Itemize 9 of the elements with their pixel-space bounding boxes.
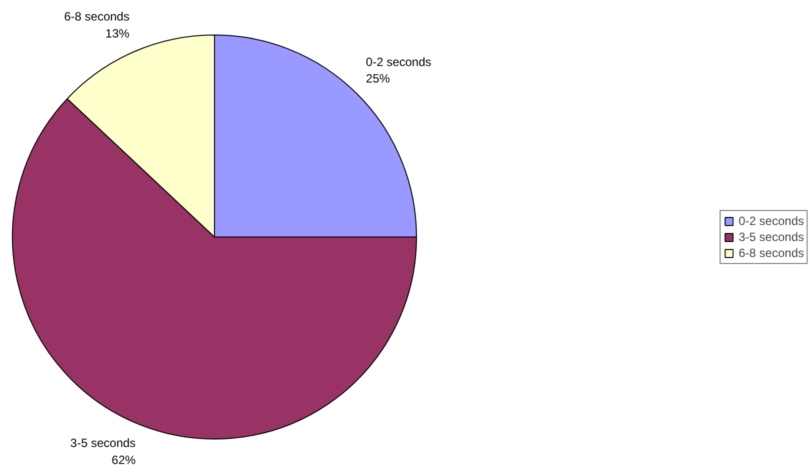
legend-label: 0-2 seconds [738, 214, 804, 228]
data-label: 13% [105, 26, 130, 40]
slice-label: 3-5 seconds [70, 436, 136, 450]
data-label: 62% [112, 452, 136, 467]
slice-label: 6-8 seconds [64, 10, 130, 24]
data-label: 25% [366, 72, 390, 86]
legend-label: 3-5 seconds [738, 230, 804, 244]
slice-label: 0-2 seconds [366, 54, 432, 69]
legend-label: 6-8 seconds [738, 246, 804, 260]
